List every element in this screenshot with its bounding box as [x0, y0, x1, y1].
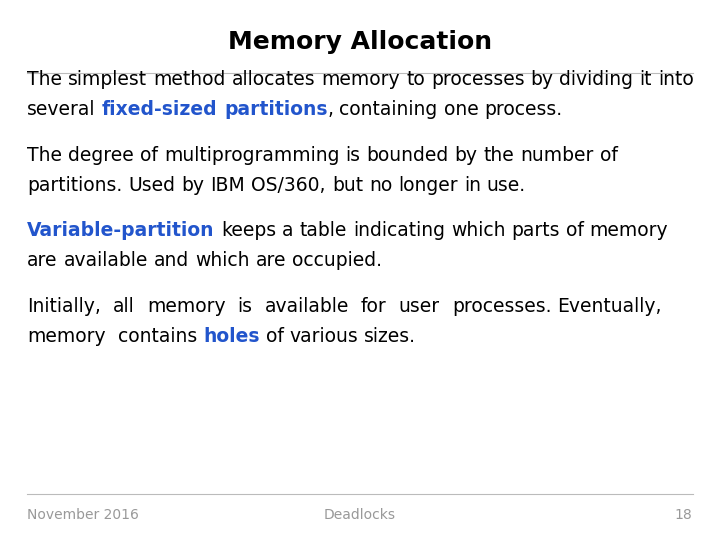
Text: Eventually,: Eventually, [557, 297, 662, 316]
Text: Deadlocks: Deadlocks [324, 508, 396, 522]
Text: are: are [256, 251, 287, 270]
Text: by: by [455, 146, 478, 165]
Text: multiprogramming: multiprogramming [164, 146, 340, 165]
Text: of: of [266, 327, 284, 346]
Text: available: available [265, 297, 349, 316]
Text: in: in [464, 176, 481, 194]
Text: Memory Allocation: Memory Allocation [228, 30, 492, 53]
Text: ,: , [328, 100, 333, 119]
Text: contains: contains [118, 327, 197, 346]
Text: partitions.: partitions. [27, 176, 122, 194]
Text: are: are [27, 251, 58, 270]
Text: bounded: bounded [366, 146, 449, 165]
Text: IBM: IBM [211, 176, 246, 194]
Text: the: the [484, 146, 515, 165]
Text: processes.: processes. [452, 297, 552, 316]
Text: process.: process. [485, 100, 562, 119]
Text: sizes.: sizes. [364, 327, 416, 346]
Text: of: of [140, 146, 158, 165]
Text: no: no [369, 176, 392, 194]
Text: which: which [451, 221, 505, 240]
Text: of: of [600, 146, 618, 165]
Text: memory: memory [27, 327, 106, 346]
Text: Used: Used [129, 176, 176, 194]
Text: parts: parts [511, 221, 560, 240]
Text: table: table [300, 221, 347, 240]
Text: several: several [27, 100, 96, 119]
Text: 18: 18 [675, 508, 693, 522]
Text: of: of [566, 221, 584, 240]
Text: degree: degree [68, 146, 134, 165]
Text: keeps: keeps [221, 221, 276, 240]
Text: The: The [27, 146, 63, 165]
Text: longer: longer [398, 176, 458, 194]
Text: available: available [64, 251, 148, 270]
Text: memory: memory [322, 70, 400, 89]
Text: use.: use. [487, 176, 526, 194]
Text: method: method [153, 70, 226, 89]
Text: it: it [639, 70, 652, 89]
Text: occupied.: occupied. [292, 251, 382, 270]
Text: processes: processes [431, 70, 524, 89]
Text: for: for [361, 297, 387, 316]
Text: into: into [658, 70, 694, 89]
Text: all: all [113, 297, 135, 316]
Text: holes: holes [203, 327, 260, 346]
Text: to: to [406, 70, 425, 89]
Text: various: various [289, 327, 359, 346]
Text: fixed-sized: fixed-sized [102, 100, 217, 119]
Text: which: which [196, 251, 250, 270]
Text: by: by [181, 176, 204, 194]
Text: and: and [154, 251, 189, 270]
Text: a: a [282, 221, 294, 240]
Text: memory: memory [590, 221, 668, 240]
Text: indicating: indicating [353, 221, 445, 240]
Text: The: The [27, 70, 63, 89]
Text: is: is [238, 297, 253, 316]
Text: November 2016: November 2016 [27, 508, 139, 522]
Text: Initially,: Initially, [27, 297, 102, 316]
Text: memory: memory [147, 297, 225, 316]
Text: allocates: allocates [232, 70, 315, 89]
Text: one: one [444, 100, 479, 119]
Text: user: user [399, 297, 440, 316]
Text: by: by [531, 70, 554, 89]
Text: but: but [332, 176, 363, 194]
Text: partitions: partitions [224, 100, 328, 119]
Text: Variable-partition: Variable-partition [27, 221, 215, 240]
Text: dividing: dividing [559, 70, 634, 89]
Text: is: is [346, 146, 361, 165]
Text: simplest: simplest [68, 70, 148, 89]
Text: containing: containing [340, 100, 438, 119]
Text: number: number [521, 146, 594, 165]
Text: OS/360,: OS/360, [251, 176, 326, 194]
